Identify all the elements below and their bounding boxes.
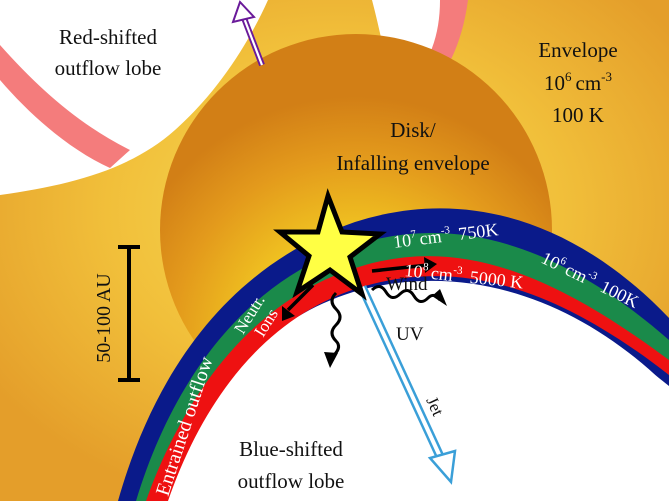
blue-lobe-label-1: Blue-shifted bbox=[239, 437, 343, 461]
red-lobe-label-2: outflow lobe bbox=[55, 56, 162, 80]
green-density-unit: cm bbox=[418, 226, 442, 249]
envelope-density-unit: cm bbox=[576, 71, 602, 95]
red-density-unit: cm bbox=[430, 263, 454, 285]
uv-wavy-arrow-right bbox=[370, 285, 447, 306]
blue-lobe-label-2: outflow lobe bbox=[238, 469, 345, 493]
green-layer-label: 107cm-3 750K bbox=[392, 218, 499, 252]
green-density-exp: 7 bbox=[410, 228, 417, 241]
envelope-density-base: 10 bbox=[544, 71, 565, 95]
green-density-unit-exp: -3 bbox=[440, 224, 451, 237]
scale-bar bbox=[118, 245, 140, 382]
envelope-density-exp: 6 bbox=[565, 69, 572, 84]
ion-arrow bbox=[282, 283, 315, 321]
protostar-star bbox=[273, 188, 387, 301]
green-neutral-layer bbox=[136, 233, 669, 501]
disk-label-1: Disk/ bbox=[390, 118, 436, 142]
uv-wavy-arrow-down bbox=[324, 291, 342, 368]
disk-label-2: Infalling envelope bbox=[336, 151, 489, 175]
envelope-density: 106 cm-3 bbox=[544, 69, 612, 95]
red-density-unit-exp: -3 bbox=[453, 264, 464, 277]
green-density-base: 10 bbox=[392, 230, 412, 252]
jet-arrow bbox=[357, 285, 457, 485]
envelope-density-unit-exp: -3 bbox=[601, 69, 612, 84]
wind-label: Wind bbox=[386, 274, 428, 295]
blue-lobe-interior bbox=[170, 281, 669, 501]
uv-label: UV bbox=[396, 324, 424, 345]
red-lobe-wall-left bbox=[0, 45, 130, 168]
red-density-exp: 8 bbox=[422, 261, 429, 274]
envelope-label: Envelope bbox=[538, 38, 617, 62]
red-lobe-arrow bbox=[231, 0, 265, 67]
wind-arrow bbox=[371, 257, 437, 273]
red-density-base: 10 bbox=[404, 260, 424, 282]
envelope-temperature: 100 K bbox=[552, 103, 604, 127]
red-lobe-label-1: Red-shifted bbox=[59, 25, 157, 49]
green-temperature: 750K bbox=[457, 219, 499, 244]
blue-density-exp: 6 bbox=[558, 255, 569, 268]
scale-label: 50-100 AU bbox=[93, 273, 115, 363]
red-shifted-lobe-cavity bbox=[0, 0, 268, 195]
red-ion-layer bbox=[146, 256, 669, 501]
